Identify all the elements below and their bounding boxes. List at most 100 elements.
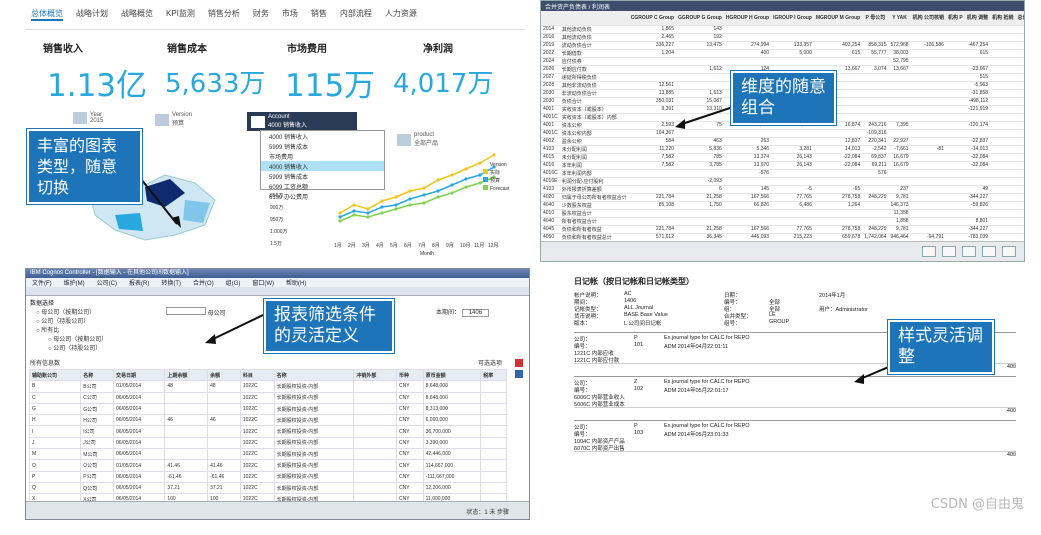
account-dropdown[interactable]: 4000 销售收入 5999 销售成本 市场费用 4000 销售收入 5999 销售成本…: [260, 130, 385, 201]
table-row[interactable]: I I公司 06/05/2014 1022C 长期股权投资-内部 CNY 36,700,00…: [28, 425, 507, 438]
tab-6[interactable]: 市场: [281, 9, 298, 18]
table-row[interactable]: P P公司 06/05/2014 -61.46 -61.46 1022C 长期股权投资-内部…: [28, 470, 507, 483]
kpi-label-marketing: 市场费用: [287, 44, 327, 55]
y-tick-label: 1.5万: [270, 241, 282, 247]
report-row: 4001C 资本公积内部 104,367 -109,316: [541, 129, 1024, 138]
table-row[interactable]: C C公司 06/05/2014 1022C 长期股权投资-内部 CNY 8,648,000: [28, 391, 507, 404]
journal-panel: 日记帐（按日记帐和日记帐类型） 帐户说明： AC 日期： 2014年1月 期间： 1406…: [560, 268, 1030, 520]
period-field[interactable]: 本期间： 1406: [436, 307, 490, 317]
tree-item[interactable]: ○ 公司（持股公司）: [48, 346, 102, 352]
menu-item[interactable]: 组(G): [225, 281, 241, 287]
tab-2[interactable]: 战略概览: [121, 9, 153, 18]
journal-header-row: 记帐类型： ALL Journal 组： 全部 用户：Administrator: [574, 305, 868, 313]
grid-col-header[interactable]: 科目: [239, 368, 275, 382]
toolbar-btn-1[interactable]: [922, 246, 936, 257]
save-icon[interactable]: [515, 370, 523, 378]
series-point: [492, 165, 496, 169]
tab-5[interactable]: 财务: [252, 9, 269, 18]
tab-8[interactable]: 内部流程: [339, 9, 372, 18]
report-col-header: 机构 调整: [964, 11, 991, 26]
menu-item[interactable]: 报表(R): [129, 281, 150, 287]
tab-4[interactable]: 销售分析: [207, 9, 240, 18]
callout-styles: 样式灵活调整: [888, 320, 994, 374]
series-point: [338, 219, 342, 223]
tab-3[interactable]: KPI监测: [166, 9, 195, 18]
legend-entry: 预算: [490, 177, 500, 184]
account-option[interactable]: 6099 工资总额: [269, 185, 309, 191]
filter-product[interactable]: product 全部产品: [397, 132, 438, 147]
journal-entries: 公司： P Ex.journal type for CALC for REPO 编号：…: [574, 332, 1016, 458]
grid-col-header[interactable]: 余额: [207, 368, 241, 382]
tab-9[interactable]: 人力资源: [384, 9, 417, 18]
tree-item[interactable]: ○ 所有比: [36, 328, 60, 334]
table-row[interactable]: M M公司 06/05/2014 1022C 长期股权投资-内部 CNY 42,446,00…: [28, 448, 507, 461]
tab-1[interactable]: 战略计划: [76, 9, 108, 18]
kpi-value-marketing: 115万: [285, 68, 376, 104]
grid-col-header[interactable]: 冲销外部: [353, 368, 398, 382]
menu-item[interactable]: 文件(F): [32, 281, 52, 287]
table-row[interactable]: Q Q公司 06/05/2014 37.21 37.21 1022C 长期股权投资-内部 CN…: [28, 481, 507, 495]
tree-item[interactable]: ○ 母公司（按期公司）: [36, 310, 96, 316]
section-title: 数据选择: [30, 301, 55, 307]
journal-entry: 公司： P Ex.journal type for CALC for REPO 编号：…: [574, 332, 1016, 370]
report-title: 合并资产负债表 / 利润表: [541, 1, 1024, 11]
table-row[interactable]: B B公司 01/05/2014 48 48 1022C 长期股权投资-内部 CNY 8,648…: [28, 380, 507, 393]
toolbar-btn-3[interactable]: [962, 246, 976, 257]
menu-item[interactable]: 合并(O): [193, 281, 214, 287]
tab-7[interactable]: 销售: [310, 9, 327, 18]
monthly-line-chart[interactable]: 1月 2月 3月 4月 5月 6月 7月 8月 9月 10月 11月 12月 Month 1.5万 1.00…: [270, 145, 520, 257]
series-point: [366, 211, 370, 215]
table-row[interactable]: O O公司 01/05/2014 41.46 41.46 1022C 长期股权投资-内部 CN…: [28, 459, 507, 472]
report-row: 2026 长期应付款 1,612 124 13,667 3,074 13,667 -23,66…: [541, 65, 1024, 74]
filter-year[interactable]: Year 2015: [73, 112, 103, 124]
menu-item[interactable]: 帮助(H): [286, 281, 307, 287]
legend-entry: Forecast: [490, 186, 510, 192]
report-row: 4040 少数股东权益 85,108 1,750 66,826 6,486 1,264 146…: [541, 201, 1024, 210]
menu-item[interactable]: 维护(M): [63, 281, 85, 287]
grid-col-header[interactable]: 上期余额: [164, 368, 209, 382]
grid-col-header[interactable]: 辅助账公司: [28, 368, 82, 382]
grid-col-header[interactable]: 交易日期: [113, 368, 166, 382]
x-tick-label: 9月: [446, 243, 454, 249]
menu-item[interactable]: 公司(C): [96, 281, 118, 287]
tab-0[interactable]: 总体概览: [31, 8, 63, 21]
tree-item[interactable]: ○ 母公司（按期公司）: [48, 337, 108, 343]
report-col-header: P 母公司: [862, 11, 889, 26]
company-select[interactable]: 母公司: [166, 307, 226, 317]
filter-account[interactable]: Account 4000 销售收入: [247, 112, 357, 131]
grid-col-header[interactable]: 名称: [80, 368, 115, 382]
kpi-label-revenue: 销售收入: [43, 44, 83, 55]
report-col-header: CGROUP C Group: [628, 11, 676, 26]
toolbar-btn-4[interactable]: [982, 246, 996, 257]
grid-col-header[interactable]: 币种: [396, 368, 424, 382]
transaction-grid[interactable]: 辅助账公司 名称 交易日期 上期余额 余额 科目 名称 冲销外部 币种 原币金额 税率 B B公司 01/…: [28, 368, 507, 506]
table-row[interactable]: H H公司 06/05/2014 46 46 1022C 长期股权投资-内部 CNY 6,000…: [28, 414, 507, 427]
menu-item[interactable]: 窗口(W): [252, 281, 275, 287]
list-header: 所有信息数 可选选项: [30, 361, 502, 367]
filter-version[interactable]: Version 预算: [155, 112, 192, 127]
grid-col-header[interactable]: 原币金额: [422, 368, 482, 382]
report-col-header: MGROUP M Group: [813, 11, 863, 26]
grid-col-header[interactable]: 税率: [480, 368, 507, 382]
account-option[interactable]: 5999 销售成本: [269, 175, 309, 181]
report-col-header: [559, 11, 629, 26]
account-option[interactable]: 市场费用: [269, 155, 294, 161]
grid-col-header[interactable]: 名称: [273, 368, 355, 382]
delete-icon[interactable]: [515, 359, 523, 367]
toolbar-btn-2[interactable]: [942, 246, 956, 257]
x-tick-label: 11月: [474, 243, 484, 249]
dashboard-panel: 总体概览 战略计划 战略概览 KPI监测 销售分析 财务 市场 销售 内部流程 人力资源 销售收入…: [25, 0, 525, 262]
tree-item[interactable]: ○ 公司（持股公司）: [36, 319, 90, 325]
menu-item[interactable]: 转换(T): [161, 281, 182, 287]
account-option[interactable]: 5999 销售成本: [269, 145, 309, 151]
table-row[interactable]: J J公司 06/05/2014 1022C 长期股权投资-内部 CNY 3,390,000: [28, 436, 507, 450]
table-row[interactable]: G G公司 06/05/2014 1022C 长期股权投资-内部 CNY 8,313,000: [28, 402, 507, 416]
account-option[interactable]: 4000 销售收入: [269, 135, 309, 141]
series-point: [422, 201, 426, 205]
series-point: [464, 167, 468, 171]
account-option[interactable]: 6199 办公费用: [269, 195, 309, 201]
toolbar-btn-5[interactable]: [1002, 246, 1016, 257]
account-option[interactable]: 4000 销售收入: [261, 161, 384, 171]
